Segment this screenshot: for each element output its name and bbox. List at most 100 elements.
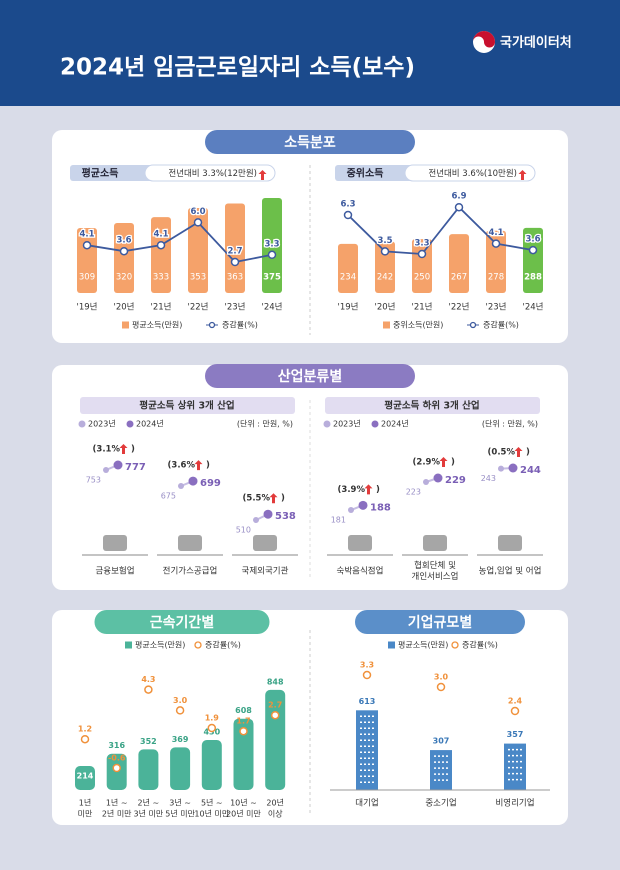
x-label: '22년	[188, 302, 209, 313]
x-label: 비영리기업	[495, 798, 534, 809]
group-header	[80, 397, 295, 414]
bar	[262, 198, 282, 293]
bar-value: 357	[507, 730, 524, 739]
dot-2023	[498, 465, 504, 472]
dot-2023	[348, 507, 354, 514]
x-label: 5년 ~	[201, 798, 223, 808]
x-label: '20년	[375, 302, 396, 313]
rate-point	[267, 250, 277, 260]
bar	[356, 710, 378, 790]
value-2024: 699	[200, 478, 221, 489]
bar-value: 369	[172, 735, 189, 744]
up-arrow	[439, 457, 448, 468]
legend-text: 평균소득(만원)	[135, 640, 185, 650]
legend-marker	[208, 321, 216, 329]
x-label: '24년	[262, 302, 283, 313]
legend-marker	[371, 420, 379, 428]
x-label: 10년 미만	[194, 809, 229, 819]
bar	[170, 747, 191, 790]
rate-point	[417, 249, 427, 259]
section-title: 소득분포	[284, 135, 336, 151]
x-label: 5년 미만	[165, 809, 195, 819]
x-label: '23년	[486, 302, 507, 313]
section-pill	[205, 364, 415, 388]
rate-point	[193, 218, 203, 227]
rate-point	[230, 257, 240, 267]
industry-name: 전기가스공급업	[163, 566, 218, 577]
bar	[504, 743, 526, 790]
group-title: 평균소득 상위 3개 산업	[139, 400, 234, 412]
legend-text: 중위소득(만원)	[393, 321, 443, 330]
legend-marker	[78, 420, 86, 428]
bar-value: 848	[267, 677, 284, 686]
rate-point	[239, 726, 248, 736]
value-2023: 675	[161, 492, 176, 501]
section-pill	[355, 610, 525, 634]
industry-icon	[348, 535, 372, 551]
note-box	[144, 164, 276, 182]
legend-text: 2024년	[136, 419, 164, 429]
bar	[449, 234, 469, 293]
rate-label: )	[376, 485, 380, 495]
bar	[188, 208, 208, 293]
rate-label: (3.6%	[168, 461, 196, 471]
legend-marker	[194, 641, 202, 649]
rate-label: 4.3	[141, 675, 155, 684]
x-label: 1년	[79, 798, 91, 808]
industry-name: 국제외국기관	[242, 566, 289, 577]
legend-swatch	[122, 321, 129, 329]
x-label: 중소기업	[425, 799, 456, 809]
value-2023: 181	[331, 516, 346, 525]
note-text: 전년대비 3.6%(10만원)	[428, 168, 517, 179]
rate-line	[86, 221, 273, 263]
legend-swatch	[125, 641, 132, 649]
rate-point	[528, 245, 538, 255]
rate-label: 1.7	[236, 717, 250, 726]
bar-value: 214	[77, 771, 94, 780]
bar-value: 333	[153, 273, 169, 283]
bar	[338, 243, 358, 293]
rate-point	[80, 734, 90, 744]
rate-label: 3.3	[360, 661, 374, 670]
legend-text: 2024년	[381, 419, 409, 429]
rate-label: 3.0	[173, 696, 188, 705]
bar-value: 320	[116, 273, 132, 283]
legend-text: 증감률(%)	[483, 320, 519, 330]
x-label: '19년	[77, 302, 98, 313]
x-label: '21년	[412, 302, 433, 313]
bar	[151, 217, 171, 293]
bar-value: 267	[451, 273, 467, 283]
rate-label: 3.5	[377, 236, 392, 246]
rate-label: )	[526, 448, 530, 458]
rate-label: 4.1	[153, 230, 168, 240]
legend-text: 증감률(%)	[222, 320, 258, 330]
x-label: 2년 미만	[102, 809, 132, 819]
bar	[201, 740, 222, 790]
card	[52, 130, 568, 343]
up-arrow	[269, 493, 278, 504]
logo-text: 국가데이터처	[500, 35, 572, 51]
rate-label: 1.9	[205, 714, 220, 723]
rate-label: 3.0	[434, 673, 449, 682]
legend-text: 2023년	[88, 419, 116, 429]
legend-marker	[469, 321, 477, 329]
x-label: '23년	[225, 302, 246, 313]
note-text: 전년대비 3.3%(12만원)	[168, 168, 257, 179]
rate-label: 6.0	[190, 207, 205, 217]
section-title: 근속기간별	[150, 614, 214, 631]
bar-value: 352	[140, 737, 157, 746]
x-label: 10년 ~	[230, 798, 257, 808]
x-label: 20년	[266, 798, 284, 808]
rate-point	[207, 723, 217, 733]
rate-point	[156, 240, 166, 250]
bar	[225, 203, 245, 293]
rate-point	[144, 685, 153, 694]
unit-text: (단위 : 만원, %)	[482, 419, 538, 429]
rate-point	[175, 706, 185, 715]
value-2023: 223	[406, 488, 421, 497]
dot-2024	[433, 473, 443, 483]
bar-value: 316	[108, 741, 125, 750]
industry-icon	[498, 535, 522, 551]
value-2024: 777	[125, 462, 146, 473]
rate-point	[380, 247, 390, 256]
